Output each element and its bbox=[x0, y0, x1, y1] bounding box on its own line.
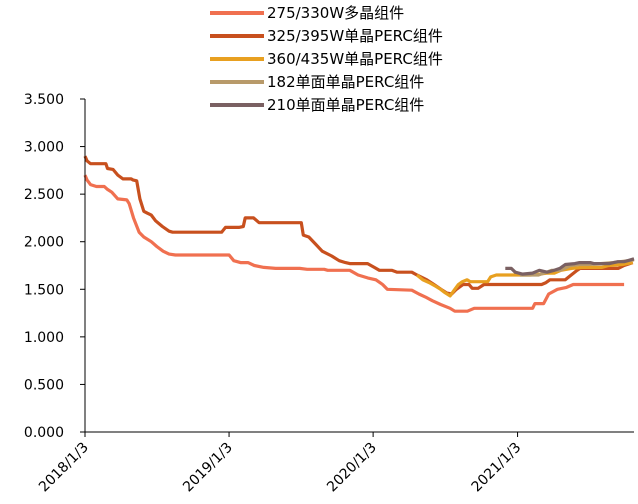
series-line-2 bbox=[83, 155, 634, 296]
y-tick-label: 3.000 bbox=[24, 140, 64, 156]
y-tick-label: 1.500 bbox=[24, 282, 64, 298]
x-tick-label: 2020/1/3 bbox=[324, 440, 380, 496]
series-layer bbox=[83, 155, 635, 313]
chart-axes bbox=[84, 99, 634, 433]
chart-legend: 275/330W多晶组件 325/395W单晶PERC组件 360/435W单晶PE… bbox=[210, 4, 443, 114]
legend-label-2: 325/395W单晶PERC组件 bbox=[267, 27, 443, 45]
y-tick-label: 0.000 bbox=[24, 425, 64, 441]
series-line-5 bbox=[505, 257, 635, 276]
y-tick-label: 3.500 bbox=[24, 92, 64, 108]
y-tick-label: 0.500 bbox=[24, 377, 64, 393]
y-tick-label: 1.000 bbox=[24, 330, 64, 346]
x-tick-label: 2021/1/3 bbox=[469, 440, 525, 496]
series-line-1 bbox=[83, 174, 625, 313]
x-tick-label: 2019/1/3 bbox=[180, 440, 236, 496]
legend-label-1: 275/330W多晶组件 bbox=[267, 4, 404, 22]
x-axis-ticks: 2018/1/3 2019/1/3 2020/1/3 2021/1/3 bbox=[36, 432, 524, 495]
y-tick-label: 2.000 bbox=[24, 235, 64, 251]
y-axis-ticks: 0.000 0.500 1.000 1.500 2.000 2.500 3.000 3.500 bbox=[24, 92, 85, 441]
y-tick-label: 2.500 bbox=[24, 187, 64, 203]
x-tick-label: 2018/1/3 bbox=[36, 440, 92, 496]
legend-label-5: 210单面单晶PERC组件 bbox=[267, 96, 424, 114]
legend-label-4: 182单面单晶PERC组件 bbox=[267, 73, 424, 91]
series-line-3 bbox=[415, 261, 634, 298]
legend-label-3: 360/435W单晶PERC组件 bbox=[267, 50, 443, 68]
